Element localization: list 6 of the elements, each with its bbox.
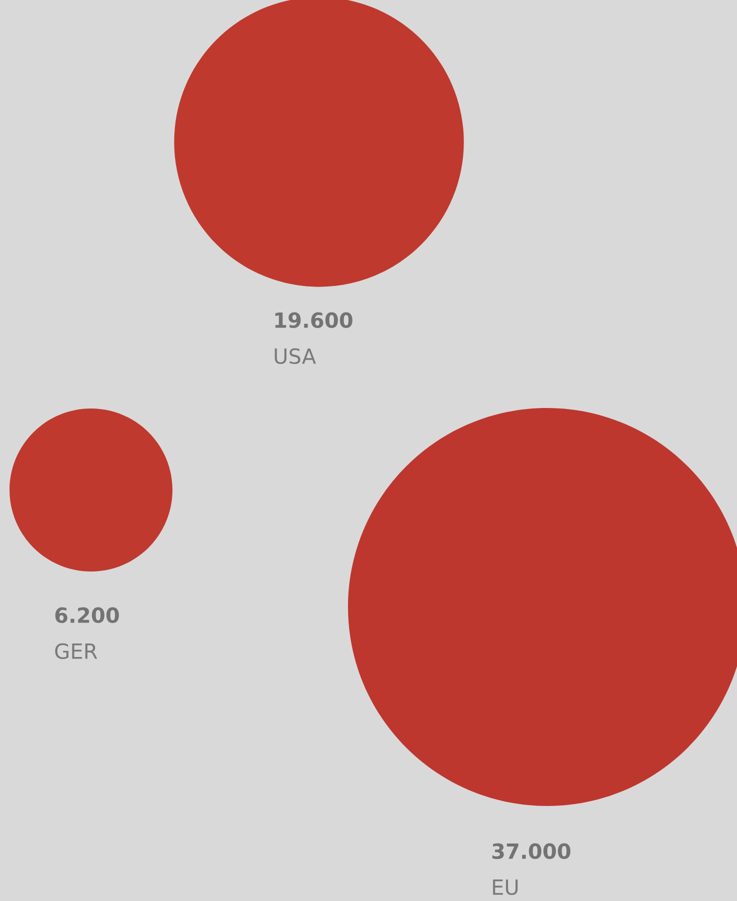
category-label: EU	[493, 880, 518, 896]
data-label: 6.200	[55, 607, 119, 624]
data-label: 19.600	[275, 312, 352, 328]
category-label: USA	[274, 348, 316, 364]
data-label: 37.000	[492, 843, 570, 860]
category-label: GER	[55, 643, 98, 660]
